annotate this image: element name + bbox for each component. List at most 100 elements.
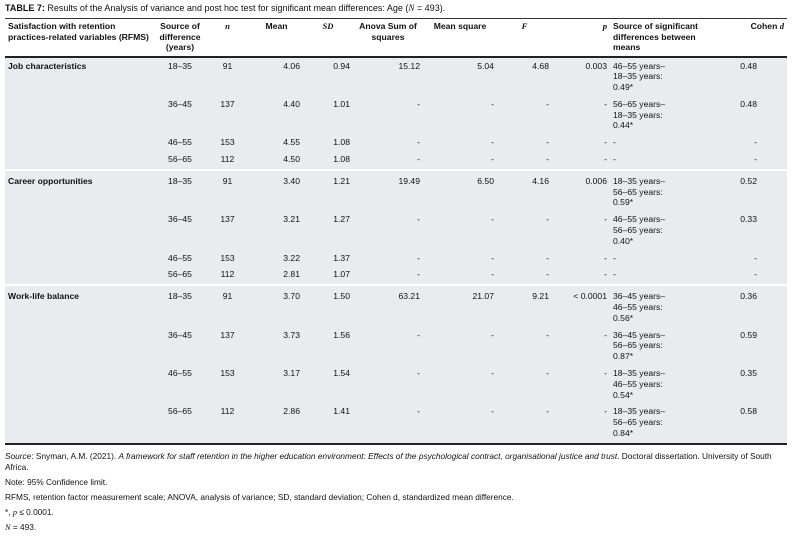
variable-cell: Career opportunities bbox=[5, 168, 155, 212]
variable-cell bbox=[5, 211, 155, 250]
anova-table: Satisfaction with retention practices-re… bbox=[5, 18, 787, 445]
mean-cell: 3.22 bbox=[250, 249, 303, 267]
table-row: Work-life balance 18–35 91 3.70 1.50 63.21 21.… bbox=[5, 284, 787, 327]
f-cell: 4.68 bbox=[497, 56, 552, 96]
source-cell: 18–35 bbox=[155, 284, 205, 327]
f-cell: - bbox=[497, 326, 552, 366]
significance-note: *, p ≤ 0.0001. bbox=[5, 507, 787, 518]
d-cell: - bbox=[702, 249, 787, 267]
sd-cell: 1.21 bbox=[303, 168, 353, 212]
f-cell: - bbox=[497, 266, 552, 286]
f-cell: - bbox=[497, 151, 552, 170]
d-cell: 0.59 bbox=[702, 326, 787, 366]
source-note: Source: Snyman, A.M. (2021). A framework… bbox=[5, 451, 787, 473]
header-source: Source of difference (years) bbox=[155, 18, 205, 58]
n-cell: 153 bbox=[205, 249, 250, 267]
ss-cell: 63.21 bbox=[353, 284, 423, 327]
source-cell: 46–55 bbox=[155, 249, 205, 267]
table-row: 36–45 137 4.40 1.01- - - -56–65 years–18–35 ye… bbox=[5, 95, 787, 135]
table-row: 46–55 153 4.55 1.08- - - - - - bbox=[5, 134, 787, 152]
source-cell: 56–65 bbox=[155, 151, 205, 170]
sd-cell: 1.08 bbox=[303, 134, 353, 152]
n-cell: 137 bbox=[205, 211, 250, 250]
variable-cell bbox=[5, 326, 155, 366]
ss-cell: - bbox=[353, 326, 423, 366]
d-cell: - bbox=[702, 134, 787, 152]
abbrev-note: RFMS, retention factor measurement scale… bbox=[5, 491, 514, 502]
sd-cell: 1.07 bbox=[303, 266, 353, 286]
confidence-note: Note: 95% Confidence limit. bbox=[5, 476, 108, 487]
sig-cell: 46–55 years–18–35 years: 0.49* bbox=[610, 56, 702, 96]
header-mean: Mean bbox=[250, 18, 303, 58]
table-figure: TABLE 7: Results of the Analysis of vari… bbox=[5, 3, 787, 537]
n-cell: 91 bbox=[205, 56, 250, 96]
ms-cell: 21.07 bbox=[423, 284, 497, 327]
f-cell: - bbox=[497, 365, 552, 404]
source-pre: : Snyman, A.M. (2021). bbox=[31, 450, 119, 461]
ss-cell: 15.12 bbox=[353, 56, 423, 96]
mean-cell: 3.17 bbox=[250, 365, 303, 404]
variable-cell bbox=[5, 151, 155, 170]
header-cohen-label: Cohen bbox=[750, 21, 778, 31]
ms-cell: - bbox=[423, 403, 497, 444]
ms-cell: - bbox=[423, 211, 497, 250]
sig-cell: - bbox=[610, 134, 702, 152]
p-cell: - bbox=[552, 211, 610, 250]
source-cell: 46–55 bbox=[155, 365, 205, 404]
p-cell: - bbox=[552, 151, 610, 170]
sd-cell: 1.50 bbox=[303, 284, 353, 327]
f-cell: - bbox=[497, 95, 552, 135]
mean-cell: 3.40 bbox=[250, 168, 303, 212]
p-cell: - bbox=[552, 134, 610, 152]
table-row: 46–55 153 3.17 1.54- - - -18–35 years–46–55 ye… bbox=[5, 365, 787, 404]
ss-cell: - bbox=[353, 151, 423, 170]
n-cell: 137 bbox=[205, 326, 250, 366]
n-cell: 91 bbox=[205, 284, 250, 327]
header-cohen: Cohen d bbox=[702, 18, 787, 58]
d-cell: 0.48 bbox=[702, 95, 787, 135]
ms-cell: - bbox=[423, 266, 497, 286]
p-cell: - bbox=[552, 403, 610, 444]
table-caption: TABLE 7: Results of the Analysis of vari… bbox=[5, 3, 787, 14]
ms-cell: - bbox=[423, 95, 497, 135]
table-row: 56–65 112 2.81 1.07- - - - - - bbox=[5, 266, 787, 286]
table-row: 46–55 153 3.22 1.37- - - - - - bbox=[5, 249, 787, 267]
table-row: Job characteristics 18–35 91 4.06 0.94 15.12 5… bbox=[5, 56, 787, 96]
table-body: Job characteristics 18–35 91 4.06 0.94 15.12 5… bbox=[5, 56, 787, 444]
ss-cell: - bbox=[353, 249, 423, 267]
sd-cell: 1.08 bbox=[303, 151, 353, 170]
variable-cell bbox=[5, 95, 155, 135]
p-cell: 0.003 bbox=[552, 56, 610, 96]
mean-cell: 4.06 bbox=[250, 56, 303, 96]
source-cell: 36–45 bbox=[155, 211, 205, 250]
source-label: Source bbox=[5, 450, 32, 461]
f-cell: 9.21 bbox=[497, 284, 552, 327]
source-post: . Doctoral dissertation. University of S… bbox=[5, 450, 772, 472]
d-cell: 0.35 bbox=[702, 365, 787, 404]
source-cell: 36–45 bbox=[155, 326, 205, 366]
p-cell: < 0.0001 bbox=[552, 284, 610, 327]
sig-cell: 18–35 years–46–55 years: 0.54* bbox=[610, 365, 702, 404]
ms-cell: 5.04 bbox=[423, 56, 497, 96]
sd-cell: 0.94 bbox=[303, 56, 353, 96]
ss-cell: - bbox=[353, 266, 423, 286]
sd-cell: 1.41 bbox=[303, 403, 353, 444]
source-cell: 18–35 bbox=[155, 168, 205, 212]
f-cell: - bbox=[497, 403, 552, 444]
mean-cell: 4.50 bbox=[250, 151, 303, 170]
n-cell: 153 bbox=[205, 134, 250, 152]
table-row: Career opportunities 18–35 91 3.40 1.21 19.49… bbox=[5, 168, 787, 212]
ms-cell: - bbox=[423, 326, 497, 366]
p-cell: - bbox=[552, 326, 610, 366]
n-rest: = 493. bbox=[10, 521, 37, 532]
mean-cell: 4.40 bbox=[250, 95, 303, 135]
p-cell: - bbox=[552, 249, 610, 267]
ss-cell: - bbox=[353, 403, 423, 444]
caption-text: Results of the Analysis of variance and … bbox=[47, 3, 409, 13]
n-cell: 112 bbox=[205, 266, 250, 286]
d-cell: 0.58 bbox=[702, 403, 787, 444]
ss-cell: 19.49 bbox=[353, 168, 423, 212]
d-cell: 0.36 bbox=[702, 284, 787, 327]
mean-cell: 3.21 bbox=[250, 211, 303, 250]
sd-cell: 1.54 bbox=[303, 365, 353, 404]
